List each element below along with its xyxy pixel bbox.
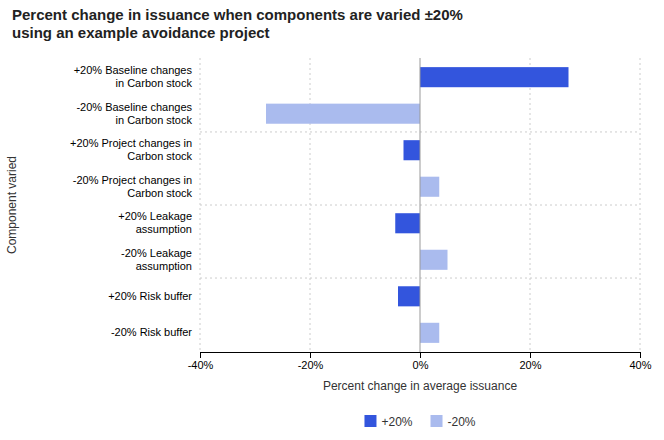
zero-line <box>420 58 421 352</box>
legend-swatch <box>431 415 443 427</box>
bar <box>420 177 439 197</box>
legend: +20% -20% <box>364 415 475 429</box>
y-tick: -20% Risk buffer <box>111 326 200 338</box>
legend-item: +20% <box>364 415 412 429</box>
y-tick-label: -20% Project changes inCarbon stock <box>73 174 193 199</box>
x-tick-mark <box>310 352 311 358</box>
x-tick: 0% <box>413 352 429 371</box>
y-tick: +20% Project changes inCarbon stock <box>70 137 200 162</box>
legend-item: -20% <box>431 415 476 429</box>
x-tick-label: -20% <box>298 359 324 371</box>
legend-swatch <box>364 415 376 427</box>
x-tick-mark <box>640 352 641 358</box>
y-tick-label: -20% Leakageassumption <box>121 247 192 272</box>
x-tick: 40% <box>629 352 651 371</box>
y-tick-label: +20% Baseline changesin Carbon stock <box>74 64 193 89</box>
x-tick-label: 0% <box>413 359 429 371</box>
bars <box>266 67 569 343</box>
y-tick-label: -20% Baseline changesin Carbon stock <box>76 101 192 126</box>
legend-label: +20% <box>381 415 412 429</box>
legend-label: -20% <box>448 415 476 429</box>
y-tick: -20% Baseline changesin Carbon stock <box>76 101 200 126</box>
x-axis-line <box>201 353 641 359</box>
bar <box>266 104 420 124</box>
x-tick-label: 20% <box>519 359 541 371</box>
y-tick: -20% Leakageassumption <box>121 247 200 272</box>
x-tick-mark <box>200 352 201 358</box>
y-tick: -20% Project changes inCarbon stock <box>73 174 200 199</box>
y-tick-label: +20% Leakageassumption <box>118 210 192 235</box>
y-axis-title: Component varied <box>5 156 19 254</box>
y-tick-label: +20% Project changes inCarbon stock <box>70 137 192 162</box>
x-tick: -40% <box>188 352 214 371</box>
y-tick: +20% Risk buffer <box>108 290 200 302</box>
bar <box>420 67 569 87</box>
bar <box>420 323 439 343</box>
x-tick-mark <box>420 352 421 358</box>
x-tick-label: 40% <box>629 359 651 371</box>
y-tick: +20% Leakageassumption <box>118 210 200 235</box>
x-axis: -40% -20% 0% 20% 40% <box>188 352 652 371</box>
y-axis: +20% Baseline changesin Carbon stock -20%… <box>70 64 200 338</box>
bar <box>398 286 420 306</box>
chart: -40% -20% 0% 20% 40% +20% Baseline changesin … <box>0 0 664 440</box>
x-tick: -20% <box>298 352 324 371</box>
x-tick-mark <box>530 352 531 358</box>
y-tick-label: +20% Risk buffer <box>108 290 192 302</box>
x-tick: 20% <box>519 352 541 371</box>
grid <box>200 58 640 352</box>
y-tick-label: -20% Risk buffer <box>111 326 192 338</box>
bar <box>420 250 448 270</box>
x-axis-title: Percent change in average issuance <box>323 379 517 393</box>
y-tick: +20% Baseline changesin Carbon stock <box>74 64 200 89</box>
plot-area: -40% -20% 0% 20% 40% +20% Baseline changesin … <box>70 58 652 371</box>
bar <box>395 213 420 233</box>
bar <box>404 140 421 160</box>
x-tick-label: -40% <box>188 359 214 371</box>
title: Percent change in issuance when componen… <box>12 6 463 41</box>
